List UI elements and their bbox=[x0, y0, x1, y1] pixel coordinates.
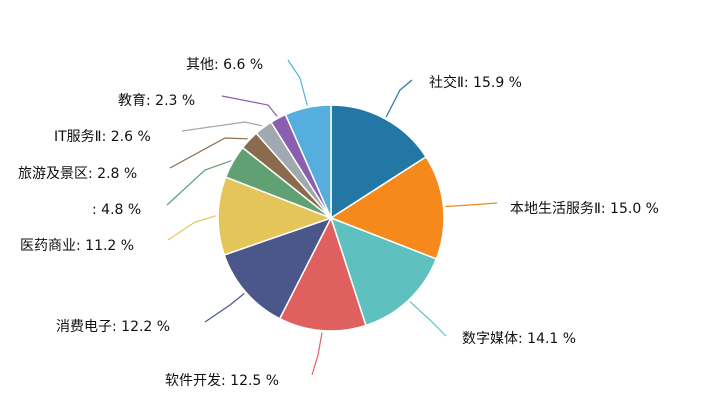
leader-line-10 bbox=[287, 59, 308, 106]
leader-line-8 bbox=[181, 121, 263, 132]
slice-label-4: 消费电子: 12.2 % bbox=[56, 319, 170, 335]
leader-line-5 bbox=[167, 215, 217, 241]
pie-slice-4 bbox=[223, 216, 333, 320]
leader-line-6 bbox=[166, 160, 232, 206]
leader-line-1 bbox=[445, 202, 498, 208]
leader-line-7 bbox=[169, 137, 248, 169]
slice-label-5: 医药商业: 11.2 % bbox=[20, 238, 134, 254]
slice-label-9: 教育: 2.3 % bbox=[118, 93, 195, 109]
pie-slice-5 bbox=[217, 176, 334, 256]
leader-line-3 bbox=[311, 332, 323, 376]
slice-label-8: IT服务Ⅱ: 2.6 % bbox=[54, 129, 151, 145]
pie-slice-10 bbox=[284, 104, 332, 219]
slice-label-10: 其他: 6.6 % bbox=[186, 57, 263, 73]
pie-slice-1 bbox=[329, 155, 445, 260]
pie-slice-0 bbox=[330, 104, 428, 220]
slice-labels: 社交Ⅱ: 15.9 % 本地生活服务Ⅱ: 15.0 % 数字媒体: 14.1 % 软件… bbox=[18, 57, 659, 389]
slice-label-0: 社交Ⅱ: 15.9 % bbox=[429, 74, 522, 91]
pie-slices bbox=[217, 104, 445, 332]
slice-label-2: 数字媒体: 14.1 % bbox=[462, 331, 576, 347]
leader-lines bbox=[166, 59, 498, 376]
slice-label-3: 软件开发: 12.5 % bbox=[165, 373, 279, 389]
leader-line-2 bbox=[409, 301, 447, 337]
slice-label-7: 旅游及景区: 2.8 % bbox=[18, 166, 137, 182]
slice-label-6: : 4.8 % bbox=[92, 202, 141, 218]
leader-line-0 bbox=[385, 79, 413, 118]
slice-label-1: 本地生活服务Ⅱ: 15.0 % bbox=[510, 201, 659, 217]
leader-line-9 bbox=[221, 95, 278, 117]
leader-line-4 bbox=[204, 293, 245, 323]
pie-slice-3 bbox=[278, 216, 367, 332]
